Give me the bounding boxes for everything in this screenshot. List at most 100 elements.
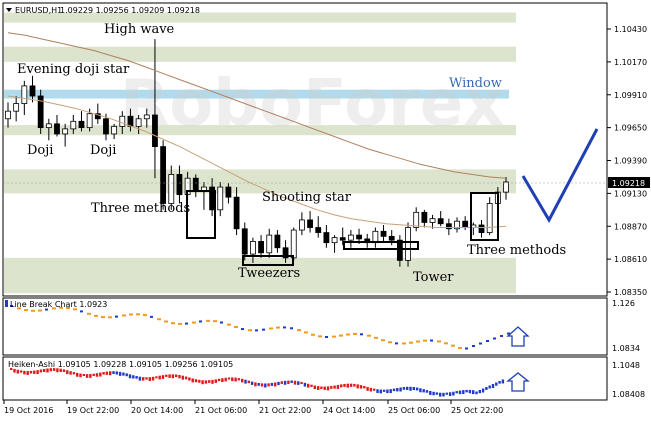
heiken-ashi-bar	[303, 382, 307, 387]
heiken-ashi-bar	[448, 392, 452, 396]
candle-body	[119, 115, 126, 127]
candle-body	[54, 123, 60, 135]
heiken-ashi-bar	[19, 370, 23, 373]
candle-body	[323, 232, 330, 244]
heiken-ashi-bar	[346, 383, 349, 388]
heiken-ashi-bar	[376, 389, 379, 393]
heiken-ashi-bar	[277, 381, 280, 386]
heiken-ashi-bar	[422, 389, 425, 393]
heiken-ashi-bar	[283, 380, 287, 385]
line-break-brick	[38, 309, 42, 312]
line-break-brick	[108, 316, 112, 319]
line-break-brick	[318, 335, 322, 338]
heiken-ashi-bar	[340, 384, 343, 388]
heiken-ashi-bar	[13, 368, 16, 373]
heiken-ashi-bar	[39, 369, 43, 373]
heiken-ashi-bar	[297, 381, 300, 385]
annotation-three-methods-1: Three methods	[91, 201, 190, 216]
heiken-ashi-bar	[128, 374, 132, 379]
ohlc-values: 1.09229 1.09256 1.09209 1.09218	[60, 6, 200, 15]
candle-body	[168, 174, 175, 204]
heiken-ashi-bar	[168, 374, 171, 378]
symbol-label: EURUSD,H1	[15, 6, 62, 15]
candle-body	[13, 103, 20, 112]
line-break-brick	[192, 321, 196, 324]
heiken-ashi-bar	[105, 371, 109, 375]
heiken-ashi-bar	[247, 380, 250, 384]
heiken-ashi-bar	[122, 372, 125, 376]
line-break-brick	[374, 336, 378, 339]
line-break-brick	[10, 305, 13, 307]
heiken-ashi-bar	[115, 371, 118, 375]
heiken-ashi-bar	[29, 370, 33, 374]
line-break-brick	[507, 332, 510, 335]
annotation-evening-doji-star: Evening doji star	[17, 62, 130, 77]
heiken-ashi-bar	[293, 380, 297, 385]
pattern-box-three-methods-1	[186, 190, 216, 239]
heiken-ashi-bar	[158, 375, 161, 380]
heiken-ashi-bar	[69, 371, 72, 375]
heiken-ashi-bar	[244, 379, 247, 384]
annotation-tweezers: Tweezers	[238, 266, 300, 281]
time-tick-label: 19 Oct 2016	[4, 406, 53, 415]
heiken-ashi-bar	[290, 380, 293, 383]
line-break-brick	[500, 335, 503, 337]
line-break-brick	[31, 309, 35, 312]
heiken-ashi-bar	[234, 377, 237, 382]
symbol-dropdown-icon[interactable]	[6, 8, 12, 12]
heiken-ashi-bar	[462, 390, 465, 395]
heiken-ashi-bar	[175, 374, 178, 378]
candle-body	[94, 113, 101, 120]
line-break-brick	[325, 335, 328, 338]
level-band	[4, 89, 509, 99]
heiken-ashi-bar	[151, 376, 155, 381]
heiken-ashi-bar	[95, 373, 99, 377]
heiken-ashi-bar	[148, 377, 151, 381]
candle-body	[347, 234, 354, 241]
heiken-ashi-bar	[178, 374, 181, 379]
heiken-ashi-bar	[336, 384, 340, 389]
price-tick-label: 1.10170	[614, 58, 647, 67]
heiken-ashi-bar	[132, 375, 135, 379]
line-break-brick	[122, 314, 126, 317]
line-break-brick	[87, 312, 91, 315]
heiken-ashi-bar	[323, 386, 326, 390]
heiken-ashi-panel: Heiken-Ashi 1.09105 1.09228 1.09105 1.09…	[2, 356, 608, 401]
line-break-brick	[402, 342, 406, 345]
heiken-ashi-bar	[366, 386, 369, 391]
line-break-brick	[486, 340, 489, 342]
line-break-brick	[129, 313, 133, 316]
heiken-ashi-bar	[52, 368, 56, 371]
line-break-brick	[388, 341, 392, 344]
heiken-ashi-bar	[181, 375, 184, 380]
ha-axis-bottom: 1.08408	[612, 390, 645, 399]
heiken-ashi-bar	[49, 368, 52, 372]
line-break-brick	[346, 333, 350, 336]
candle-body	[429, 218, 436, 223]
line-break-brick	[213, 320, 217, 323]
candle-body	[274, 234, 281, 249]
heiken-ashi-bar	[66, 370, 69, 375]
heiken-ashi-bar	[369, 387, 373, 392]
candle-body	[486, 203, 493, 233]
candle-body	[233, 196, 240, 230]
line-break-brick	[409, 341, 413, 344]
line-break-brick	[493, 337, 496, 340]
heiken-ashi-bar	[161, 375, 165, 379]
heiken-ashi-bar	[191, 378, 194, 383]
time-axis: 19 Oct 2016 19 Oct 22:00 20 Oct 14:00 21 Oc…	[3, 400, 503, 415]
candle-body	[135, 118, 142, 127]
line-break-brick	[367, 334, 371, 337]
heiken-ashi-bar	[26, 371, 29, 375]
candle-body	[437, 218, 444, 225]
heiken-ashi-bar	[250, 381, 254, 385]
candle-body	[372, 230, 379, 244]
heiken-ashi-bar	[56, 368, 59, 373]
heiken-ashi-bar	[333, 385, 336, 389]
heiken-ashi-bar	[485, 387, 488, 390]
heiken-ashi-bar	[260, 383, 264, 387]
line-break-brick	[269, 327, 273, 330]
heiken-ashi-bar	[267, 383, 270, 387]
line-break-brick	[45, 308, 48, 311]
line-break-brick	[472, 345, 475, 347]
